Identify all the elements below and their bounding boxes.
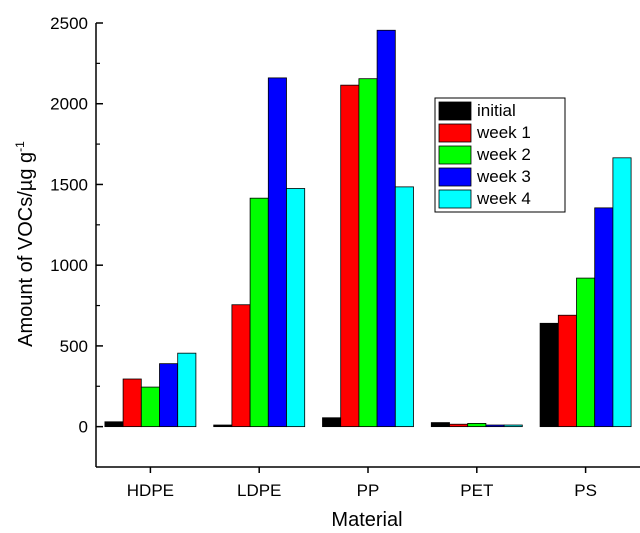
bar-pet-week-2 — [467, 423, 487, 428]
legend-label: week 3 — [476, 167, 531, 186]
legend-label: week 4 — [476, 189, 531, 208]
bar-ps-week-3 — [594, 207, 614, 428]
legend-swatch — [438, 189, 472, 209]
bar-pet-initial — [430, 422, 450, 428]
bar-pp-initial — [322, 417, 342, 428]
legend-swatch — [438, 101, 472, 121]
legend-label: initial — [477, 101, 516, 120]
x-tick-label: PP — [357, 481, 380, 500]
bar-pet-week-4 — [503, 424, 523, 428]
y-tick-label: 1000 — [50, 256, 88, 275]
bar-pp-week-3 — [376, 29, 396, 428]
legend-swatch — [438, 145, 472, 165]
bar-ldpe-week-1 — [231, 304, 251, 428]
bar-ps-week-2 — [576, 277, 596, 428]
bar-pp-week-4 — [394, 186, 414, 428]
y-tick-label: 500 — [60, 337, 88, 356]
bar-pet-week-1 — [449, 423, 469, 428]
bar-ps-week-4 — [612, 157, 632, 428]
bar-ps-initial — [539, 322, 559, 428]
y-axis: 0 500 1000 1500 2000 2500 — [50, 14, 103, 437]
bars-group — [104, 29, 632, 428]
x-tick-label: PET — [460, 481, 493, 500]
x-axis: HDPE LDPE PP PET PS — [127, 467, 597, 500]
bar-hdpe-week-2 — [140, 386, 160, 428]
y-tick-label: 1500 — [50, 175, 88, 194]
legend-swatch — [438, 167, 472, 187]
x-tick-label: HDPE — [127, 481, 174, 500]
y-axis-title: Amount of VOCs/µg g-1 — [13, 141, 37, 347]
bar-hdpe-week-3 — [159, 363, 179, 428]
legend: initial week 1 week 2 week 3 week 4 — [434, 97, 566, 213]
bar-ldpe-week-3 — [267, 77, 287, 428]
bar-ldpe-week-4 — [286, 188, 306, 428]
legend-label: week 1 — [476, 123, 531, 142]
y-tick-label: 2000 — [50, 95, 88, 114]
y-tick-label: 2500 — [50, 14, 88, 33]
x-axis-title: Material — [331, 509, 402, 531]
bar-ps-week-1 — [557, 314, 577, 428]
bar-ldpe-week-2 — [249, 197, 269, 428]
bar-hdpe-initial — [104, 421, 124, 428]
y-axis-title-superscript: -1 — [13, 141, 27, 152]
bar-hdpe-week-4 — [177, 352, 197, 428]
legend-swatch — [438, 123, 472, 143]
bar-ldpe-initial — [213, 424, 233, 428]
x-tick-label: PS — [574, 481, 597, 500]
legend-label: week 2 — [476, 145, 531, 164]
bar-pet-week-3 — [485, 424, 505, 428]
bar-pp-week-2 — [358, 78, 378, 428]
x-tick-label: LDPE — [237, 481, 281, 500]
bar-pp-week-1 — [340, 84, 360, 428]
bar-hdpe-week-1 — [122, 378, 142, 428]
y-tick-label: 0 — [79, 418, 88, 437]
y-axis-title-main: Amount of VOCs/µg g — [15, 152, 37, 347]
